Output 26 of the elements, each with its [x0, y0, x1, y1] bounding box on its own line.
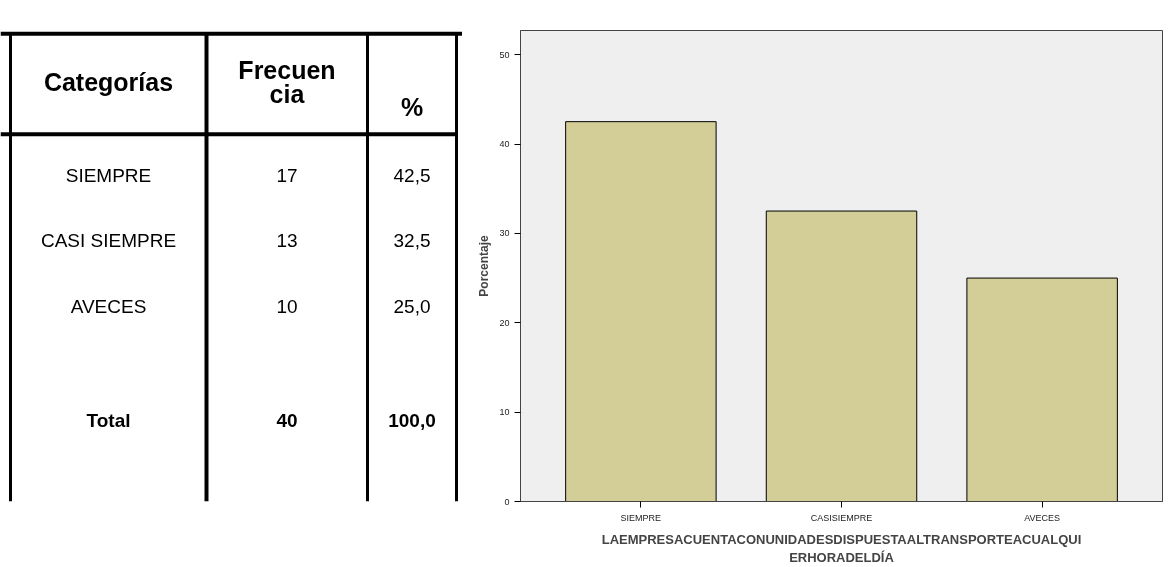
text: Categorías [43, 68, 174, 96]
text: 25,0 [393, 295, 431, 317]
text: % [400, 92, 424, 121]
text: 42,5 [393, 165, 431, 187]
x-tick-label: CASISIEMPRE [810, 512, 873, 523]
y-tick-label: 10 [499, 407, 510, 418]
text: SIEMPRE [65, 165, 152, 187]
text: 40 [276, 410, 298, 432]
y-axis-title: Porcentaje [477, 234, 492, 297]
text: 13 [276, 230, 298, 252]
text: CASI SIEMPRE [40, 230, 177, 252]
x-axis-title: LAEMPRESACUENTACONUNIDADESDISPUESTAALTRANSPORTEACUALQUI ERHORADELDÍA [601, 531, 1082, 565]
text: 32,5 [393, 230, 431, 252]
text: 100,0 [388, 410, 436, 432]
text: 10 [276, 295, 298, 317]
y-tick-label: 20 [499, 317, 510, 328]
text: Frecuen cia [238, 55, 336, 109]
y-tick-label: 50 [499, 49, 510, 60]
x-tick-label: SIEMPRE [620, 512, 662, 523]
y-tick-label: 30 [499, 228, 510, 239]
y-tick-label: 0 [504, 496, 510, 507]
text: 17 [276, 165, 298, 187]
text: AVECES [70, 295, 147, 317]
text: Total [86, 410, 131, 432]
x-tick-label: AVECES [1024, 512, 1061, 523]
y-tick-label: 40 [499, 139, 510, 149]
